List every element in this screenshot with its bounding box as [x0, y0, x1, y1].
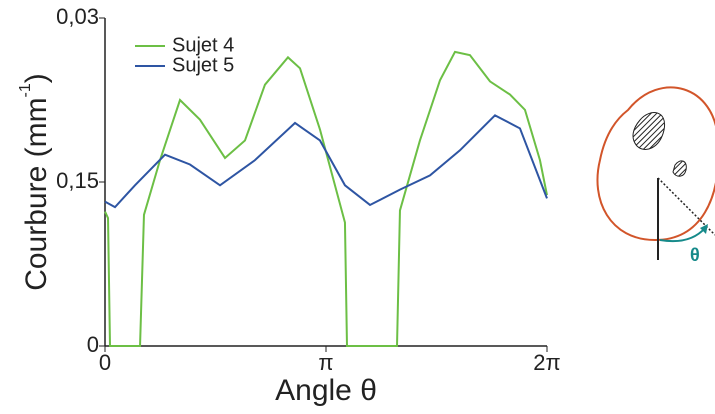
x-tick-label: 0 [99, 350, 111, 375]
y-tick-label: 0,15 [56, 168, 99, 193]
series-line [104, 50, 548, 347]
schematic: θ [596, 86, 715, 265]
angle-line [657, 177, 715, 236]
x-tick-label: 2π [533, 350, 560, 375]
legend-label: Sujet 5 [172, 54, 234, 76]
x-axis-label: Angle θ [275, 374, 377, 407]
y-tick-label: 0 [87, 332, 99, 357]
angle-arc [659, 227, 706, 243]
y-axis-label: Courbure (mm-1) [17, 73, 53, 291]
y-label-exp: -1 [17, 83, 34, 97]
series-line [104, 114, 548, 209]
x-tick-label: π [318, 350, 333, 375]
legend-label: Sujet 4 [172, 34, 234, 56]
contour [596, 86, 715, 242]
arrow-head [700, 224, 708, 234]
blob [632, 112, 666, 150]
y-label-close: ) [20, 73, 53, 83]
y-label-main: Courbure (mm [20, 97, 53, 290]
y-tick-label: 0,03 [56, 4, 99, 29]
blob [672, 160, 687, 177]
theta-label: θ [690, 245, 700, 265]
